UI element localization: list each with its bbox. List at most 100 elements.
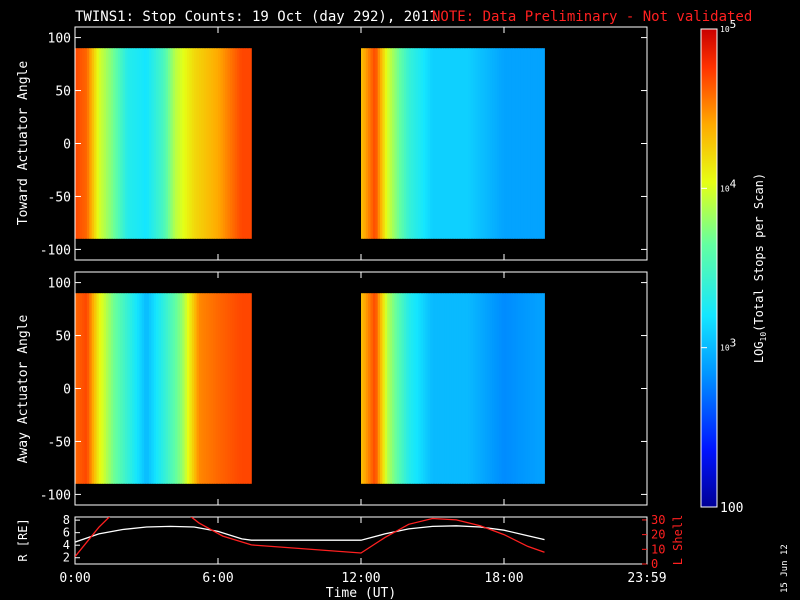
heatmap-column — [194, 48, 197, 239]
heatmap-column — [392, 48, 395, 239]
heatmap-column — [363, 48, 367, 239]
heatmap-column — [113, 48, 116, 239]
heatmap-column — [225, 293, 228, 484]
heatmap-column — [403, 48, 407, 239]
heatmap-column — [525, 48, 529, 239]
colorbar-tick-label: 103 — [720, 337, 736, 353]
heatmap-column — [506, 48, 510, 239]
heatmap-column — [218, 48, 221, 239]
toward-panel: 100 50 0 -50 -100 Toward Actuator Angle — [16, 26, 648, 261]
heatmap-column — [451, 48, 455, 239]
heatmap-column — [446, 293, 450, 484]
heatmap-column — [453, 48, 457, 239]
heatmap-column — [423, 48, 426, 239]
heatmap-column — [86, 293, 90, 484]
heatmap-column — [515, 293, 519, 484]
heatmap-column — [222, 48, 226, 239]
heatmap-column — [437, 48, 441, 239]
heatmap-column — [210, 48, 214, 239]
heatmap-column — [206, 48, 209, 239]
orbit-right-tick-label: 0 — [651, 557, 658, 571]
heatmap-column — [148, 293, 152, 484]
heatmap-column — [210, 293, 214, 484]
heatmap-column — [168, 293, 171, 484]
heatmap-column — [148, 48, 152, 239]
heatmap-column — [539, 293, 543, 484]
heatmap-column — [191, 293, 195, 484]
heatmap-column — [132, 48, 135, 239]
heatmap-column — [215, 293, 219, 484]
heatmap-column — [492, 48, 495, 239]
heatmap-column — [442, 48, 445, 239]
heatmap-column — [94, 48, 97, 239]
heatmap-column — [187, 293, 190, 484]
heatmap-column — [234, 48, 238, 239]
heatmap-column — [504, 293, 507, 484]
heatmap-column — [153, 48, 157, 239]
heatmap-column — [198, 293, 202, 484]
heatmap-column — [468, 48, 471, 239]
heatmap-column — [365, 293, 369, 484]
heatmap-column — [511, 293, 514, 484]
heatmap-column — [461, 48, 464, 239]
x-tick-label: 18:00 — [484, 571, 523, 586]
heatmap-column — [108, 293, 112, 484]
heatmap-column — [499, 293, 502, 484]
heatmap-column — [213, 48, 216, 239]
heatmap-column — [456, 293, 460, 484]
heatmap-column — [492, 293, 495, 484]
heatmap-column — [79, 293, 83, 484]
heatmap-column — [527, 293, 531, 484]
heatmap-column — [461, 293, 464, 484]
orbit-right-tick-label: 30 — [651, 513, 665, 527]
heatmap-column — [518, 293, 522, 484]
heatmap-column — [239, 48, 243, 239]
heatmap-column — [439, 293, 443, 484]
heatmap-column — [377, 48, 381, 239]
heatmap-column — [244, 293, 247, 484]
heatmap-column — [494, 48, 498, 239]
x-tick-label: 6:00 — [202, 571, 233, 586]
heatmap-column — [153, 293, 157, 484]
heatmap-column — [375, 293, 379, 484]
heatmap-column — [494, 293, 498, 484]
heatmap-column — [182, 293, 186, 484]
away-y-ticks: 100 50 0 -50 -100 — [40, 277, 647, 503]
heatmap-column — [86, 48, 90, 239]
heatmap-column — [134, 293, 138, 484]
heatmap-column — [365, 48, 369, 239]
y-tick-label: -100 — [40, 243, 71, 258]
heatmap-column — [189, 293, 193, 484]
heatmap-column — [110, 293, 114, 484]
x-axis-label: Time (UT) — [326, 586, 396, 600]
heatmap-column — [415, 293, 419, 484]
heatmap-column — [535, 48, 538, 239]
y-tick-label: 100 — [48, 32, 71, 47]
heatmap-column — [170, 48, 174, 239]
colorbar-label-rest: (Total Stops per Scan) — [752, 173, 766, 332]
heatmap-column — [484, 293, 488, 484]
heatmap-column — [401, 293, 405, 484]
heatmap-column — [241, 48, 245, 239]
colorbar-tick-label: 100 — [720, 501, 743, 516]
heatmap-column — [430, 293, 433, 484]
heatmap-column — [229, 293, 233, 484]
y-tick-label: 0 — [63, 383, 71, 398]
heatmap-column — [96, 293, 100, 484]
heatmap-column — [156, 293, 159, 484]
heatmap-column — [475, 293, 479, 484]
heatmap-column — [108, 48, 112, 239]
heatmap-column — [91, 48, 95, 239]
heatmap-column — [146, 48, 150, 239]
orbit-right-tick-label: 20 — [651, 528, 665, 542]
heatmap-column — [387, 293, 390, 484]
heatmap-column — [489, 293, 493, 484]
heatmap-column — [413, 293, 417, 484]
away-y-label: Away Actuator Angle — [16, 314, 31, 463]
date-stamp: 15 Jun 12 — [780, 544, 790, 593]
heatmap-column — [84, 48, 88, 239]
heatmap-column — [415, 48, 419, 239]
heatmap-column — [203, 48, 207, 239]
heatmap-column — [465, 293, 469, 484]
heatmap-column — [98, 48, 102, 239]
